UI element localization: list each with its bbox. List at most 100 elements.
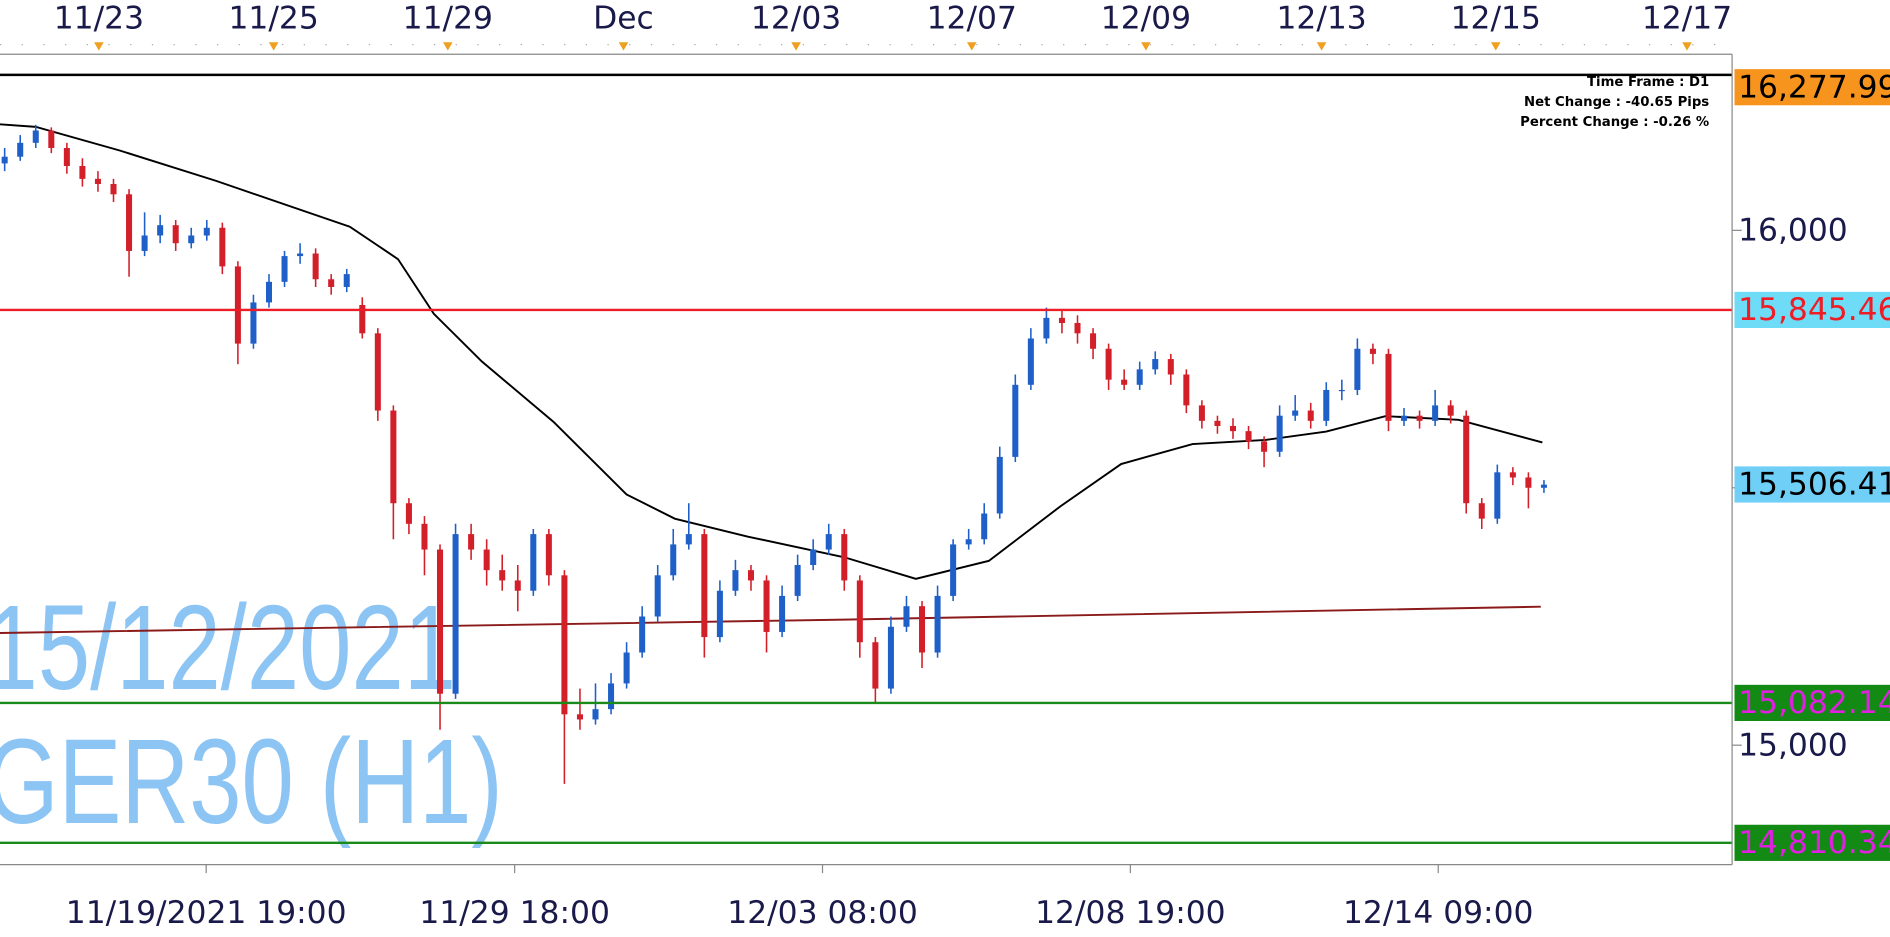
- candle-body: [903, 606, 910, 627]
- candle-body: [514, 580, 521, 591]
- candle-body: [763, 580, 770, 632]
- watermark-text: 15/12/2021: [0, 580, 456, 715]
- candle-body: [17, 142, 24, 157]
- candle-body: [359, 304, 366, 334]
- candle-body: [1043, 317, 1050, 339]
- candle-body: [732, 570, 739, 591]
- candle-body: [1509, 472, 1516, 478]
- candle-body: [996, 456, 1003, 514]
- candle-body: [499, 570, 506, 581]
- candle-body: [1167, 359, 1174, 375]
- axes: [0, 42, 1742, 874]
- candle-body: [1121, 379, 1128, 385]
- top-tick-label: Dec: [593, 0, 654, 36]
- candle-body: [437, 549, 444, 694]
- candle-body: [1447, 405, 1454, 416]
- candle-body: [1478, 503, 1485, 519]
- candle-body: [1354, 348, 1361, 390]
- candle-body: [1245, 431, 1252, 442]
- candle-body: [1540, 484, 1547, 488]
- candle-body: [545, 534, 552, 576]
- candle-body: [328, 279, 335, 287]
- top-tick-label: 12/15: [1451, 0, 1541, 36]
- moving-average: [0, 605, 1541, 634]
- candle-body: [468, 534, 475, 550]
- candle-body: [794, 565, 801, 596]
- candle-body: [79, 165, 86, 179]
- candle-body: [950, 544, 957, 596]
- level-label-box: [1734, 466, 1890, 503]
- candle-body: [810, 549, 817, 566]
- info-annotation: Percent Change : -0.26 %: [1520, 115, 1709, 130]
- level-label: 14,810.34: [1738, 825, 1890, 861]
- candle-body: [1401, 415, 1408, 421]
- candle-body: [608, 683, 615, 710]
- top-tick-label: 11/29: [403, 0, 493, 36]
- candle-body: [1292, 410, 1299, 416]
- candle-body: [421, 523, 428, 550]
- candle-body: [887, 626, 894, 689]
- candle-body: [747, 570, 755, 581]
- top-tick-marker: [618, 42, 629, 51]
- candle-body: [639, 616, 646, 653]
- candle-body: [94, 178, 101, 185]
- top-tick-marker: [94, 42, 104, 51]
- candle-body: [779, 595, 786, 632]
- top-tick-marker: [442, 42, 453, 51]
- candle-body: [576, 714, 583, 720]
- info-annotation: Time Frame : D1: [1587, 75, 1709, 90]
- candle-body: [1323, 389, 1330, 421]
- watermark-text: GER30 (H1): [0, 714, 503, 849]
- top-tick-label: 11/23: [54, 0, 144, 36]
- candle-body: [1416, 415, 1423, 421]
- candle-body: [1105, 348, 1112, 380]
- candle-body: [825, 534, 832, 550]
- top-tick-label: 12/13: [1276, 0, 1366, 36]
- candle-body: [1494, 472, 1501, 519]
- x-tick-label: 12/14 09:00: [1343, 895, 1533, 931]
- x-tick-label: 12/08 19:00: [1035, 895, 1225, 931]
- level-label-box: [1734, 824, 1890, 861]
- candle-body: [1152, 359, 1159, 370]
- candle-body: [157, 225, 164, 236]
- candle-body: [1432, 405, 1439, 421]
- candle-body: [1276, 415, 1283, 452]
- top-tick-label: 12/09: [1101, 0, 1191, 36]
- candle-body: [934, 595, 941, 653]
- candle-body: [1385, 353, 1392, 421]
- candle-body: [297, 253, 304, 257]
- y-tick-label: 16,000: [1738, 213, 1848, 249]
- candle-body: [1074, 323, 1081, 334]
- level-label: 15,506.41: [1738, 467, 1890, 503]
- candle-body: [1183, 374, 1190, 406]
- candle-body: [390, 410, 397, 504]
- candle-body: [623, 652, 630, 684]
- candle-body: [1261, 441, 1268, 452]
- top-tick-label: 11/25: [229, 0, 319, 36]
- top-tick-marker: [268, 42, 279, 51]
- candle-body: [219, 227, 226, 267]
- candle-body: [1214, 420, 1221, 426]
- x-tick-label: 11/19/2021 19:00: [66, 895, 347, 931]
- level-label-box: [1734, 684, 1890, 721]
- top-tick-marker: [1141, 42, 1151, 51]
- candle-body: [716, 590, 723, 638]
- level-label-box: [1734, 291, 1890, 329]
- candle-body: [172, 225, 179, 244]
- candle-body: [126, 194, 133, 251]
- info-annotation: Net Change : -40.65 Pips: [1524, 95, 1709, 110]
- candle-body: [1229, 425, 1237, 432]
- candle-body: [561, 575, 568, 715]
- candle-body: [141, 235, 148, 251]
- candle-body: [188, 235, 195, 244]
- candle-body: [234, 266, 241, 344]
- candle-body: [1058, 317, 1065, 324]
- top-tick-marker: [791, 42, 801, 51]
- candle-body: [1525, 477, 1532, 488]
- candle-body: [841, 534, 848, 581]
- top-tick-marker: [1316, 42, 1327, 51]
- candle-body: [685, 534, 692, 545]
